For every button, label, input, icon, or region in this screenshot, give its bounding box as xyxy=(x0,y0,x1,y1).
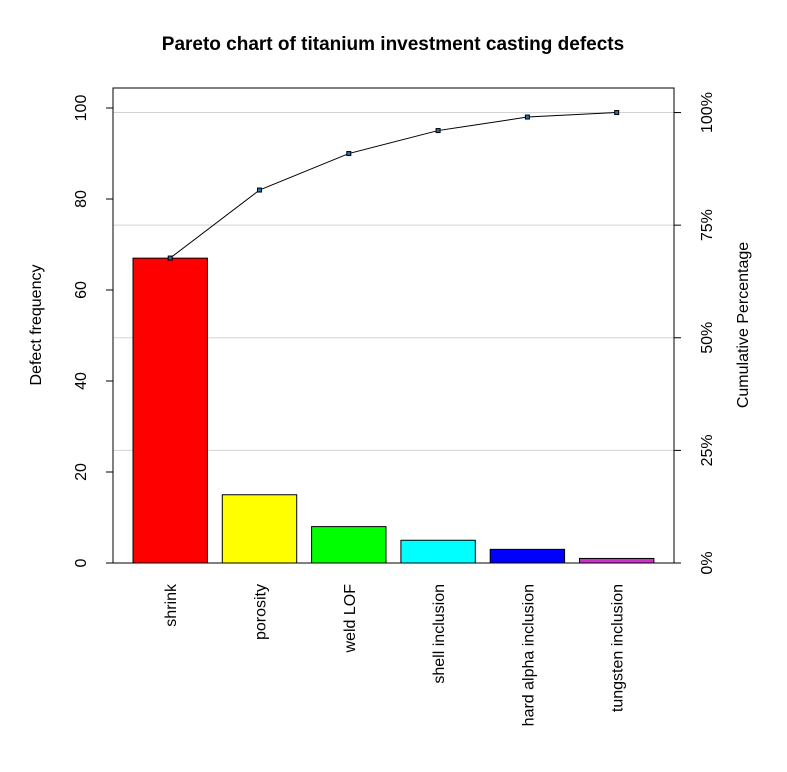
chart-title: Pareto chart of titanium investment cast… xyxy=(162,34,624,55)
cumulative-polyline xyxy=(169,112,617,259)
bar xyxy=(221,494,298,564)
cumulative-point xyxy=(346,151,352,157)
right-tick-label: 75% xyxy=(699,209,716,241)
bar xyxy=(132,257,208,564)
category-label: tungsten inclusion xyxy=(610,584,627,712)
left-tick-label: 40 xyxy=(73,372,90,390)
bar xyxy=(579,557,655,564)
left-tick-label: 0 xyxy=(73,558,90,567)
right-tick-label: 100% xyxy=(699,92,716,133)
right-tick-label: 50% xyxy=(699,322,716,354)
left-tick-label: 100 xyxy=(73,95,90,122)
left-tick-label: 20 xyxy=(73,463,90,481)
right-axis: 0% 25% 50% 75% 100% xyxy=(673,92,716,575)
right-tick-label: 25% xyxy=(699,434,716,466)
category-label: porosity xyxy=(253,584,270,640)
left-tick-label: 80 xyxy=(73,190,90,208)
category-label: hard alpha inclusion xyxy=(520,584,537,726)
y-axis-label: Defect frequency xyxy=(28,265,45,386)
category-label: weld LOF xyxy=(342,584,359,654)
cumulative-point xyxy=(257,187,262,193)
bars xyxy=(132,257,655,564)
left-tick-label: 60 xyxy=(73,281,90,299)
cumulative-point xyxy=(435,128,441,134)
category-label: shell inclusion xyxy=(431,584,448,684)
left-axis: 0 20 40 60 80 100 xyxy=(73,95,114,567)
right-tick-label: 0% xyxy=(699,551,716,574)
cumulative-point xyxy=(524,114,530,120)
bar xyxy=(400,539,476,564)
category-labels: shrink porosity weld LOF shell inclusion har… xyxy=(163,583,627,726)
cumulative-point xyxy=(167,255,173,261)
cumulative-point xyxy=(614,110,620,116)
right-axis-label: Cumulative Percentage xyxy=(735,242,752,408)
bar xyxy=(311,526,387,564)
cumulative-line xyxy=(167,110,620,261)
bar xyxy=(489,548,566,564)
category-label: shrink xyxy=(163,583,180,627)
